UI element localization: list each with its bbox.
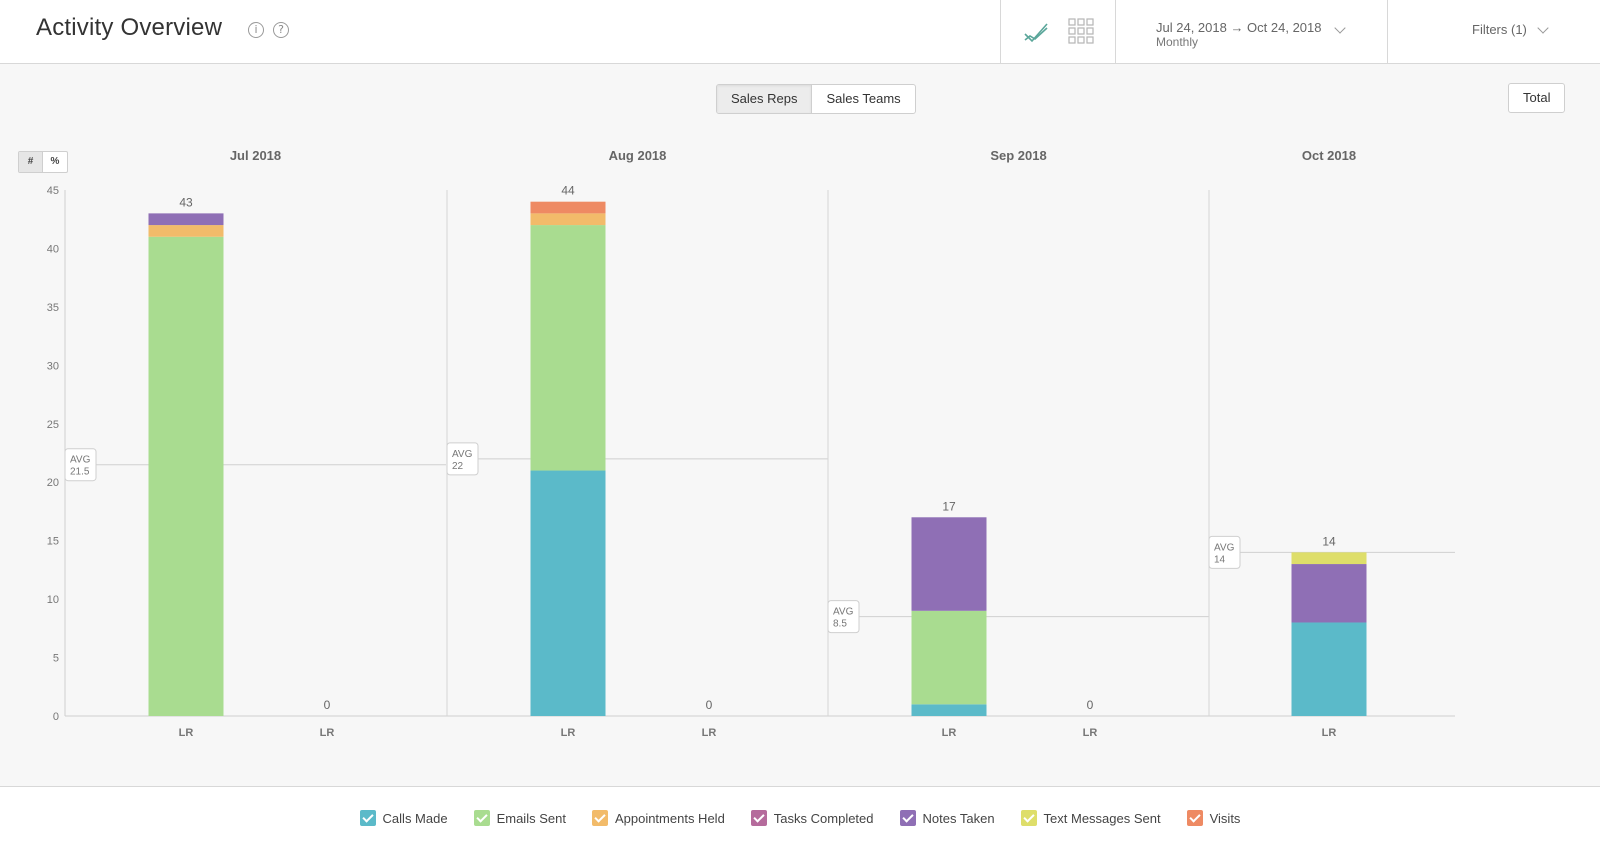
grouping-toggle: Sales Reps Sales Teams	[716, 84, 916, 114]
average-value: 22	[452, 461, 464, 472]
bar-rep-label: LR	[561, 727, 576, 739]
y-tick-label: 10	[47, 594, 59, 606]
average-marker	[827, 600, 860, 634]
checkbox-icon[interactable]	[359, 810, 376, 826]
bar-total-label: 0	[324, 698, 331, 712]
average-marker	[1208, 535, 1241, 569]
bar-segment	[1291, 552, 1367, 565]
divider	[1000, 0, 1001, 64]
page-title: Activity Overview	[36, 14, 223, 41]
bar-segment	[1291, 622, 1367, 716]
legend-item[interactable]: Visits	[1186, 810, 1241, 826]
period-label: Jul 2018	[230, 148, 281, 163]
bar-segment	[911, 517, 987, 611]
legend-item[interactable]: Tasks Completed	[750, 810, 874, 826]
divider	[1387, 0, 1388, 64]
checkbox-icon[interactable]	[473, 810, 490, 826]
period-label: Aug 2018	[609, 148, 667, 163]
legend-item[interactable]: Calls Made	[359, 810, 448, 826]
average-label: AVG	[1214, 542, 1235, 553]
bar-segment	[148, 213, 224, 226]
legend-item[interactable]: Notes Taken	[899, 810, 995, 826]
bar-total-label: 17	[942, 499, 956, 513]
checkbox-icon[interactable]	[1186, 810, 1203, 826]
y-tick-label: 40	[47, 243, 59, 255]
chevron-down-icon[interactable]	[1537, 22, 1549, 34]
legend-label: Notes Taken	[922, 810, 995, 826]
bar-total-label: 0	[1087, 698, 1094, 712]
date-range-text: Jul 24, 2018 → Oct 24, 2018	[1156, 20, 1322, 35]
bar-rep-label: LR	[179, 727, 194, 739]
checkbox-icon[interactable]	[1020, 810, 1037, 826]
help-icon[interactable]: ?	[273, 22, 289, 38]
y-tick-label: 45	[47, 185, 59, 197]
bar-total-label: 43	[179, 195, 193, 209]
average-label: AVG	[833, 607, 854, 618]
percent-mode-button[interactable]: %	[50, 156, 60, 167]
bar-rep-label: LR	[1322, 727, 1337, 739]
line-chart-view-icon[interactable]	[1021, 16, 1051, 46]
bar-total-label: 0	[706, 698, 713, 712]
grid-view-icon[interactable]	[1066, 16, 1096, 46]
divider	[1115, 0, 1116, 64]
y-tick-label: 20	[47, 477, 59, 489]
bar-segment	[530, 213, 606, 226]
date-range-selector[interactable]: Jul 24, 2018 → Oct 24, 2018 Monthly	[1156, 20, 1322, 48]
y-tick-label: 15	[47, 536, 59, 548]
interval-text: Monthly	[1156, 35, 1199, 49]
checkbox-icon[interactable]	[750, 810, 767, 826]
bar-total-label: 44	[561, 184, 575, 198]
average-marker	[64, 448, 97, 482]
bar-rep-label: LR	[942, 727, 957, 739]
legend-item[interactable]: Emails Sent	[473, 810, 566, 826]
legend-item[interactable]: Text Messages Sent	[1020, 810, 1161, 826]
bar-segment	[530, 201, 606, 214]
count-percent-toggle: # %	[18, 151, 68, 173]
legend-item[interactable]: Appointments Held	[591, 810, 725, 826]
sales-reps-tab[interactable]: Sales Reps	[717, 85, 813, 113]
bar-segment	[530, 225, 606, 471]
total-button[interactable]: Total	[1508, 83, 1566, 113]
y-tick-label: 35	[47, 302, 59, 314]
average-value: 21.5	[70, 467, 90, 478]
legend-bar	[0, 786, 1600, 855]
legend-label: Emails Sent	[496, 810, 566, 826]
bar-segment	[148, 236, 224, 716]
bar-segment	[530, 470, 606, 716]
legend-label: Appointments Held	[614, 810, 725, 826]
checkbox-icon[interactable]	[899, 810, 916, 826]
legend-label: Visits	[1209, 810, 1241, 826]
period-label: Sep 2018	[990, 148, 1046, 163]
bar-segment	[148, 225, 224, 237]
average-value: 8.5	[833, 619, 847, 630]
bar-segment	[911, 704, 987, 716]
y-tick-label: 30	[47, 360, 59, 372]
y-tick-label: 25	[47, 419, 59, 431]
average-value: 14	[1214, 554, 1226, 565]
bar-rep-label: LR	[1083, 727, 1098, 739]
legend-label: Calls Made	[382, 810, 448, 826]
header-bar: Activity Overview i ? Jul 24, 2018 → Oct…	[0, 0, 1600, 64]
average-label: AVG	[70, 455, 91, 466]
info-icon[interactable]: i	[248, 22, 264, 38]
average-marker	[446, 442, 479, 476]
y-tick-label: 0	[53, 711, 59, 723]
legend-label: Tasks Completed	[773, 810, 874, 826]
chart-legend: Calls Made Emails Sent Appointments Held Ta…	[0, 810, 1600, 826]
count-mode-button[interactable]: #	[19, 152, 43, 172]
legend-label: Text Messages Sent	[1043, 810, 1161, 826]
bar-rep-label: LR	[320, 727, 335, 739]
checkbox-icon[interactable]	[591, 810, 608, 826]
average-label: AVG	[452, 449, 473, 460]
bar-segment	[911, 610, 987, 705]
bar-rep-label: LR	[702, 727, 717, 739]
bar-total-label: 14	[1322, 534, 1336, 548]
chevron-down-icon[interactable]	[1334, 22, 1346, 34]
y-tick-label: 5	[53, 653, 59, 665]
bar-segment	[1291, 564, 1367, 623]
period-label: Oct 2018	[1302, 148, 1356, 163]
filters-button[interactable]: Filters (1)	[1472, 22, 1527, 37]
sales-teams-tab[interactable]: Sales Teams	[826, 91, 901, 106]
